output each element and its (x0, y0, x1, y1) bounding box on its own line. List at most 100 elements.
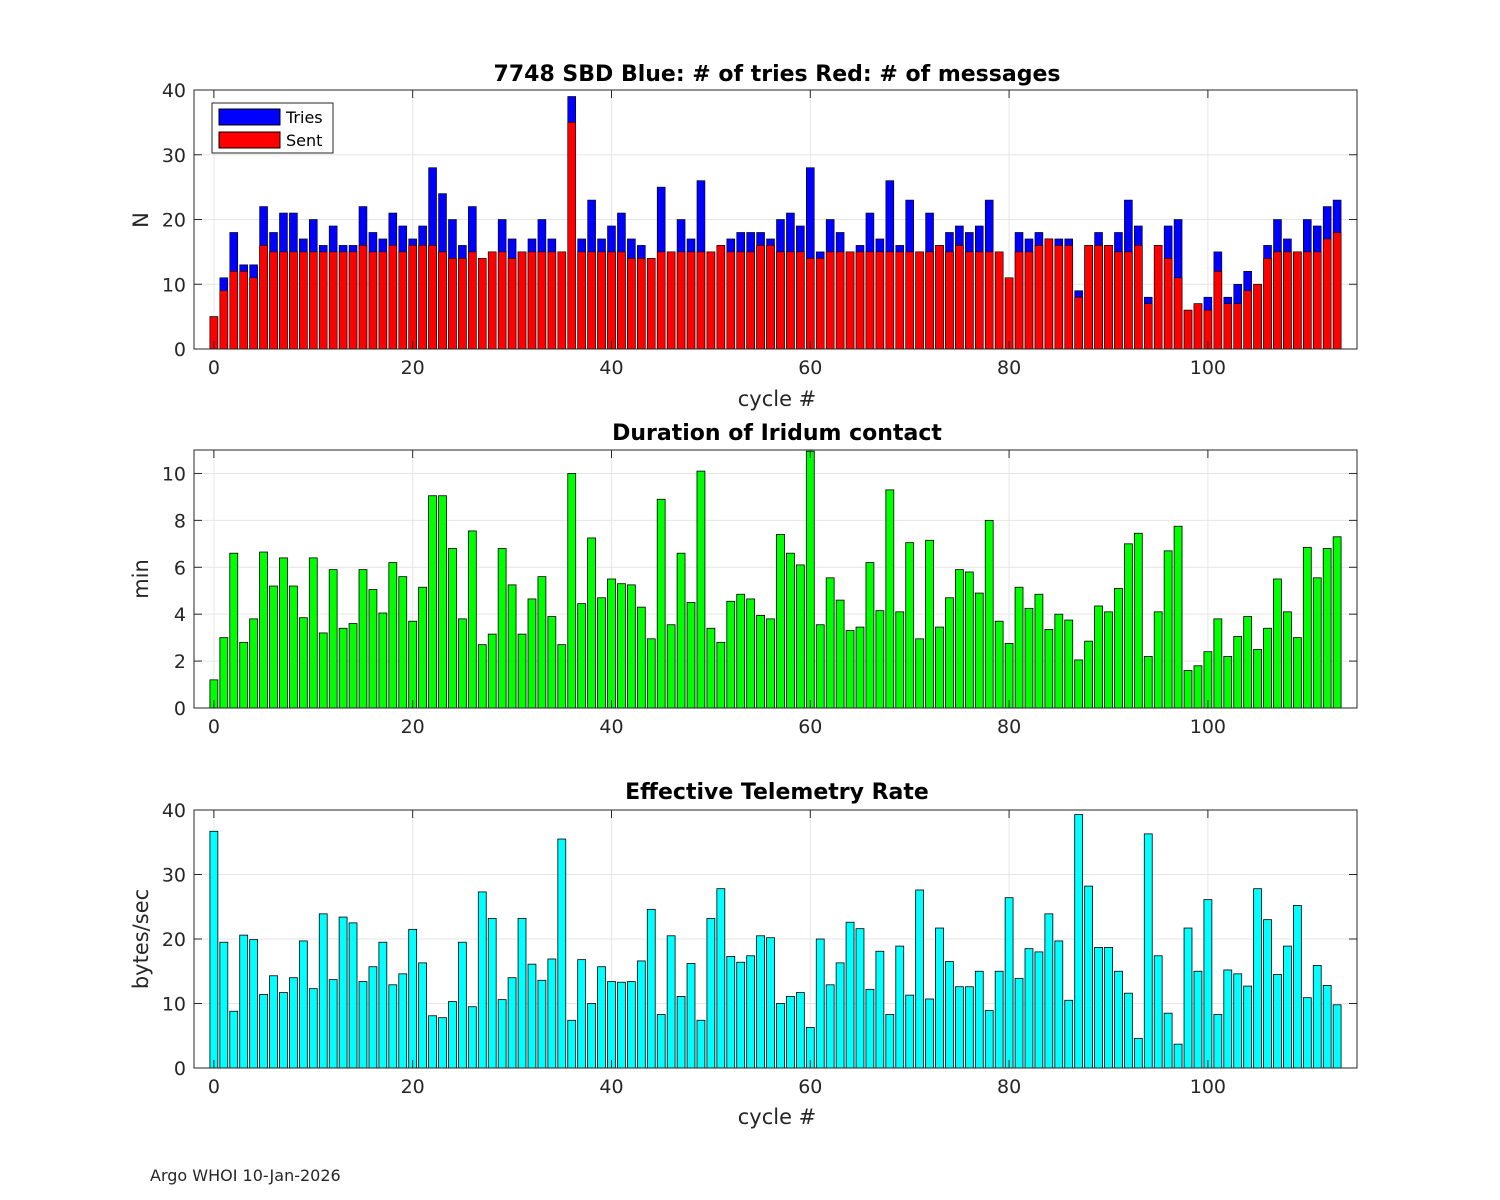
bar-sent (1024, 251, 1034, 350)
bar (1292, 637, 1302, 709)
bar-sent (955, 245, 964, 350)
bar-sent (1223, 303, 1233, 350)
bar (467, 530, 477, 709)
bar (1322, 548, 1332, 709)
bar-sent (1054, 245, 1064, 350)
bar (1312, 577, 1322, 709)
legend[interactable]: Tries Sent (211, 102, 334, 154)
bar (716, 888, 726, 1069)
bar (1024, 607, 1034, 709)
bar (1074, 814, 1084, 1069)
bar-sent (746, 251, 755, 350)
bar (1223, 656, 1233, 709)
bar (289, 977, 298, 1069)
bar (994, 970, 1004, 1069)
bar-sent (299, 251, 308, 350)
axes-background (194, 450, 1357, 708)
bar (378, 941, 388, 1069)
bar-sent (557, 251, 567, 350)
bar (308, 557, 318, 709)
bar (925, 539, 934, 709)
bar-sent (1074, 296, 1083, 350)
bar-sent (497, 251, 507, 350)
bar (905, 994, 915, 1069)
bar-sent (1163, 258, 1173, 350)
bar-sent (577, 251, 586, 350)
bar (1322, 985, 1332, 1069)
bar (318, 913, 328, 1069)
bar (1133, 532, 1143, 709)
axes-frame (193, 449, 1358, 709)
bar (448, 1001, 457, 1069)
bar (298, 940, 308, 1069)
x-tick-label: 60 (798, 1076, 822, 1098)
bar-sent (527, 251, 537, 350)
bar-sent (1332, 232, 1342, 350)
bar (1233, 636, 1243, 709)
legend-label-sent: Sent (286, 131, 322, 150)
bar (1203, 899, 1213, 1069)
bar (318, 632, 328, 709)
bar (1104, 611, 1113, 709)
bar (477, 644, 487, 709)
bar (368, 966, 378, 1069)
bar (626, 584, 636, 709)
bar (1292, 905, 1302, 1069)
bar (1014, 977, 1024, 1069)
bar (835, 962, 845, 1069)
plot-area: 0 20 40 60 80 100 0 10 20 30 40 (162, 80, 1358, 379)
bar-sent (1014, 251, 1024, 350)
bar (1273, 974, 1282, 1069)
bar-sent (617, 251, 626, 350)
bar (845, 630, 855, 709)
bar (527, 598, 537, 709)
y-tick-label: 10 (162, 274, 186, 296)
bar-sent (1263, 258, 1272, 350)
bar (517, 917, 527, 1069)
bar-sent (1034, 245, 1044, 350)
bar (756, 935, 765, 1069)
duration-chart: Duration of Iridum contact 0 20 40 60 80 1000… (129, 421, 1358, 738)
x-tick-label: 40 (599, 357, 623, 379)
bar-sent (448, 258, 457, 350)
bar (1243, 616, 1253, 709)
bar-sent (865, 251, 875, 350)
bar-sent (1064, 245, 1074, 350)
bar-sent (716, 245, 726, 350)
bar (786, 552, 795, 709)
bar (249, 939, 259, 1069)
bar-sent (1193, 303, 1203, 350)
bar (945, 961, 954, 1069)
bar (656, 498, 666, 709)
bar (636, 606, 646, 709)
bar (398, 973, 408, 1069)
bar (1213, 1014, 1223, 1069)
bar (1243, 985, 1253, 1069)
bar (984, 1010, 994, 1069)
bar (1064, 999, 1074, 1069)
bar (428, 1015, 437, 1069)
bar (477, 891, 487, 1069)
bar-sent (1004, 277, 1014, 350)
bar-sent (845, 251, 855, 350)
bar-sent (1143, 303, 1153, 350)
y-tick-label: 10 (162, 463, 186, 485)
bar (587, 537, 596, 709)
bar-sent (766, 245, 775, 350)
bar (865, 988, 875, 1069)
bar (517, 633, 527, 709)
bar-sent (507, 258, 517, 350)
bar-sent (1084, 245, 1093, 350)
bar (706, 917, 716, 1069)
bar (1173, 1043, 1183, 1069)
bar-sent (925, 251, 934, 350)
bar (1283, 611, 1292, 709)
bar (905, 542, 915, 709)
bar-sent (318, 251, 328, 350)
bar (696, 470, 706, 709)
bar-sent (637, 258, 646, 350)
bar (487, 917, 497, 1069)
bar (795, 992, 805, 1069)
legend-swatch-sent (218, 131, 281, 149)
x-tick-label: 40 (599, 1076, 623, 1098)
